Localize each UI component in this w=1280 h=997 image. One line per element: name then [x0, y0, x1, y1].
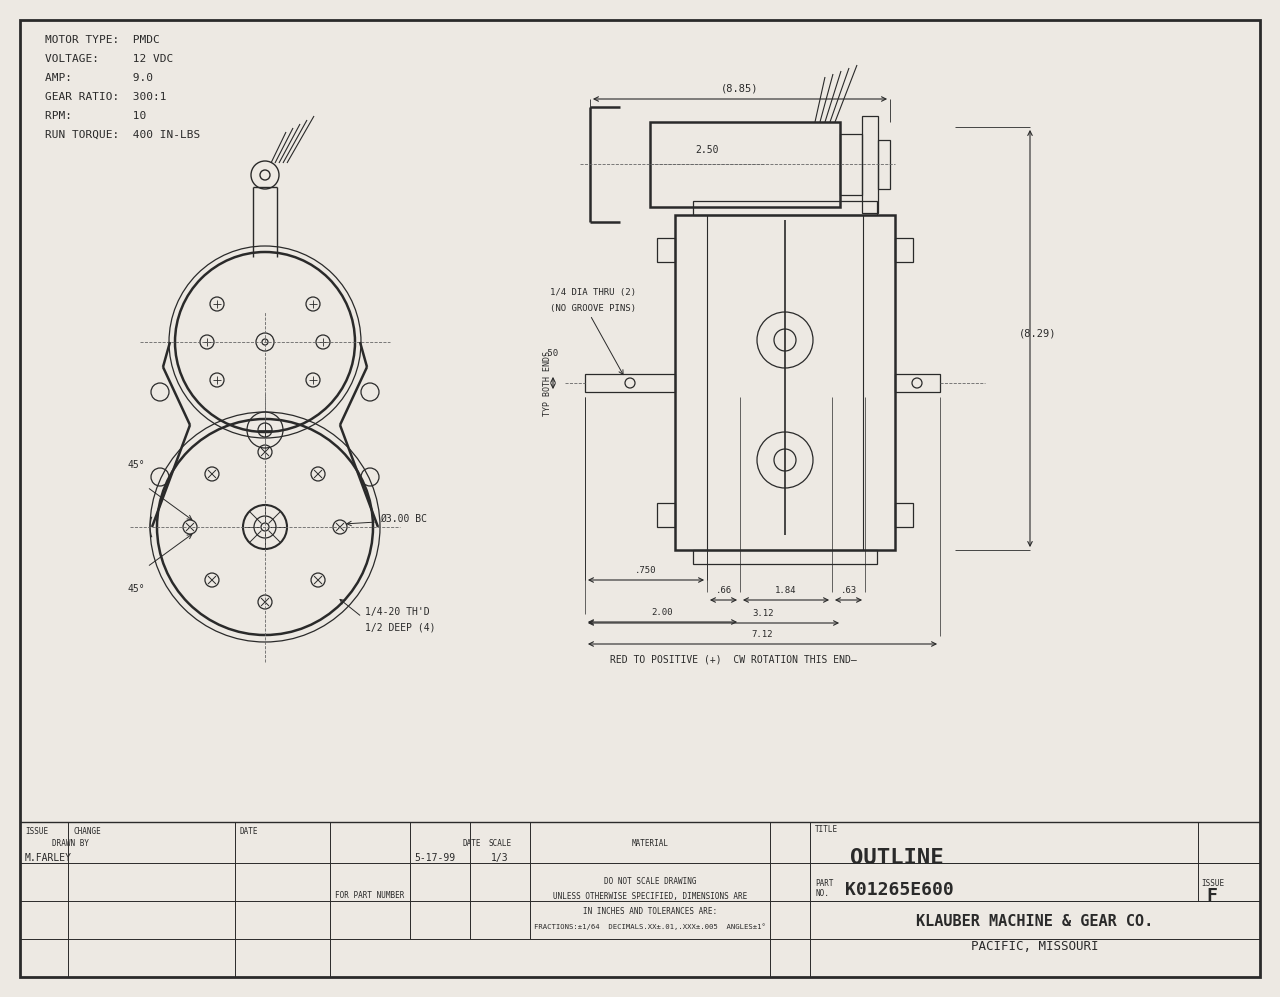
Text: 1/4-20 TH'D: 1/4-20 TH'D: [365, 607, 430, 617]
Text: ISSUE: ISSUE: [1201, 878, 1224, 887]
Text: RPM:         10: RPM: 10: [45, 111, 146, 121]
Bar: [585, 374, 675, 392]
Text: .63: .63: [841, 586, 856, 595]
Bar: [692, 201, 877, 215]
Text: SCALE: SCALE: [489, 839, 512, 848]
Text: (NO GROOVE PINS): (NO GROOVE PINS): [550, 303, 636, 312]
Text: PACIFIC, MISSOURI: PACIFIC, MISSOURI: [972, 940, 1098, 953]
Bar: [840, 134, 861, 195]
Text: DRAWN BY: DRAWN BY: [51, 839, 88, 848]
Text: 2.50: 2.50: [695, 146, 719, 156]
Bar: [895, 503, 913, 527]
Bar: [895, 374, 940, 392]
Text: 1/3: 1/3: [492, 853, 509, 863]
Text: FRACTIONS:±1/64  DECIMALS.XX±.01,.XXX±.005  ANGLES±1°: FRACTIONS:±1/64 DECIMALS.XX±.01,.XXX±.00…: [534, 923, 765, 930]
Text: (8.85): (8.85): [721, 84, 759, 94]
Text: VOLTAGE:     12 VDC: VOLTAGE: 12 VDC: [45, 54, 173, 64]
Text: .66: .66: [716, 586, 732, 595]
Text: IN INCHES AND TOLERANCES ARE:: IN INCHES AND TOLERANCES ARE:: [582, 907, 717, 916]
Text: MATERIAL: MATERIAL: [631, 839, 668, 848]
Text: GEAR RATIO:  300:1: GEAR RATIO: 300:1: [45, 92, 166, 102]
Text: 45°: 45°: [127, 584, 145, 594]
Text: 1.84: 1.84: [776, 586, 796, 595]
Text: DATE: DATE: [463, 839, 481, 848]
Text: 1/4 DIA THRU (2): 1/4 DIA THRU (2): [550, 288, 636, 297]
Text: MOTOR TYPE:  PMDC: MOTOR TYPE: PMDC: [45, 35, 160, 45]
Text: F: F: [1206, 887, 1217, 905]
Text: M.FARLEY: M.FARLEY: [24, 853, 72, 863]
Text: RED TO POSITIVE (+)  CW ROTATION THIS END—: RED TO POSITIVE (+) CW ROTATION THIS END…: [611, 655, 856, 665]
Bar: [895, 238, 913, 262]
Text: KLAUBER MACHINE & GEAR CO.: KLAUBER MACHINE & GEAR CO.: [916, 914, 1153, 929]
Bar: [861, 116, 878, 213]
Text: 1/2 DEEP (4): 1/2 DEEP (4): [365, 622, 435, 632]
Text: UNLESS OTHERWISE SPECIFIED, DIMENSIONS ARE: UNLESS OTHERWISE SPECIFIED, DIMENSIONS A…: [553, 892, 748, 901]
Bar: [692, 550, 877, 564]
Bar: [675, 215, 895, 550]
Text: 7.12: 7.12: [751, 630, 773, 639]
Text: TYP BOTH ENDS: TYP BOTH ENDS: [543, 351, 552, 416]
Text: NO.: NO.: [815, 888, 829, 897]
Text: FOR PART NUMBER: FOR PART NUMBER: [335, 891, 404, 900]
Bar: [657, 238, 675, 262]
Text: K01265E600: K01265E600: [845, 881, 954, 899]
Bar: [657, 503, 675, 527]
Text: TITLE: TITLE: [815, 826, 838, 834]
Text: (8.29): (8.29): [1019, 328, 1057, 339]
Text: .50: .50: [543, 349, 559, 358]
Text: .750: .750: [635, 566, 657, 575]
Text: AMP:         9.0: AMP: 9.0: [45, 73, 154, 83]
Text: CHANGE: CHANGE: [73, 828, 101, 836]
Text: RUN TORQUE:  400 IN-LBS: RUN TORQUE: 400 IN-LBS: [45, 130, 200, 140]
Text: ISSUE: ISSUE: [26, 828, 49, 836]
Text: DO NOT SCALE DRAWING: DO NOT SCALE DRAWING: [604, 877, 696, 886]
Text: 45°: 45°: [127, 460, 145, 470]
Text: 5-17-99: 5-17-99: [415, 853, 456, 863]
Bar: [650, 122, 840, 207]
Text: DATE: DATE: [241, 828, 259, 836]
Text: PART: PART: [815, 878, 833, 887]
Bar: [878, 140, 890, 189]
Text: 3.12: 3.12: [753, 609, 774, 618]
Text: Ø3.00 BC: Ø3.00 BC: [380, 514, 428, 524]
Text: 2.00: 2.00: [652, 608, 673, 617]
Text: OUTLINE: OUTLINE: [850, 848, 943, 868]
